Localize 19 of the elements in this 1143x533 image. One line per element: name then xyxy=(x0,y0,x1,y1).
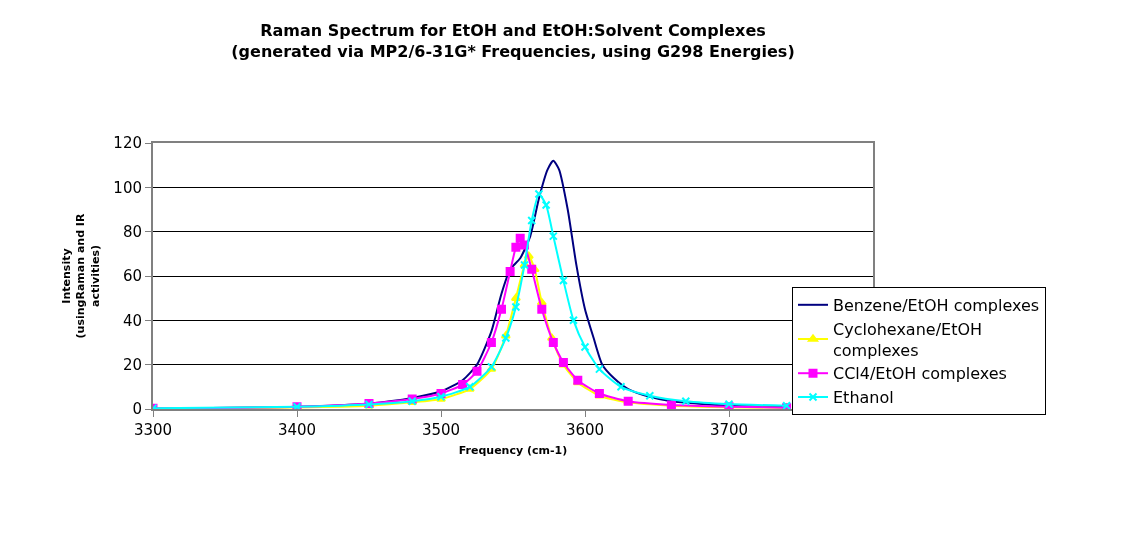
y-tick-label: 40 xyxy=(122,311,142,330)
legend-label: Cyclohexane/EtOH complexes xyxy=(833,319,983,360)
legend-label: Ethanol xyxy=(833,388,894,408)
y-axis-title: Intensity (usingRaman and IR activities) xyxy=(59,213,102,339)
y-tick-label: 120 xyxy=(113,134,142,153)
y-tick-label: 100 xyxy=(113,178,142,197)
legend-label: CCl4/EtOH complexes xyxy=(833,364,1007,384)
x-tick-label: 3400 xyxy=(277,421,317,439)
y-tick-label: 20 xyxy=(122,355,142,374)
y-tick-label: 60 xyxy=(122,267,142,286)
legend-label: Benzene/EtOH complexes xyxy=(833,296,1040,316)
x-tick-label: 3700 xyxy=(709,421,749,439)
x-axis-title: Frequency (cm-1) xyxy=(458,443,568,457)
x-tick-label: 3600 xyxy=(565,421,605,439)
y-tick-label: 80 xyxy=(122,222,142,241)
x-tick-label: 3500 xyxy=(421,421,461,439)
x-tick-label: 3300 xyxy=(133,421,173,439)
y-tick-label: 0 xyxy=(132,400,142,419)
chart-title: Raman Spectrum for EtOH and EtOH:Solvent Complexes (generated via MP2/6-31G* Frequencies, using G298 Energies) xyxy=(231,21,795,61)
